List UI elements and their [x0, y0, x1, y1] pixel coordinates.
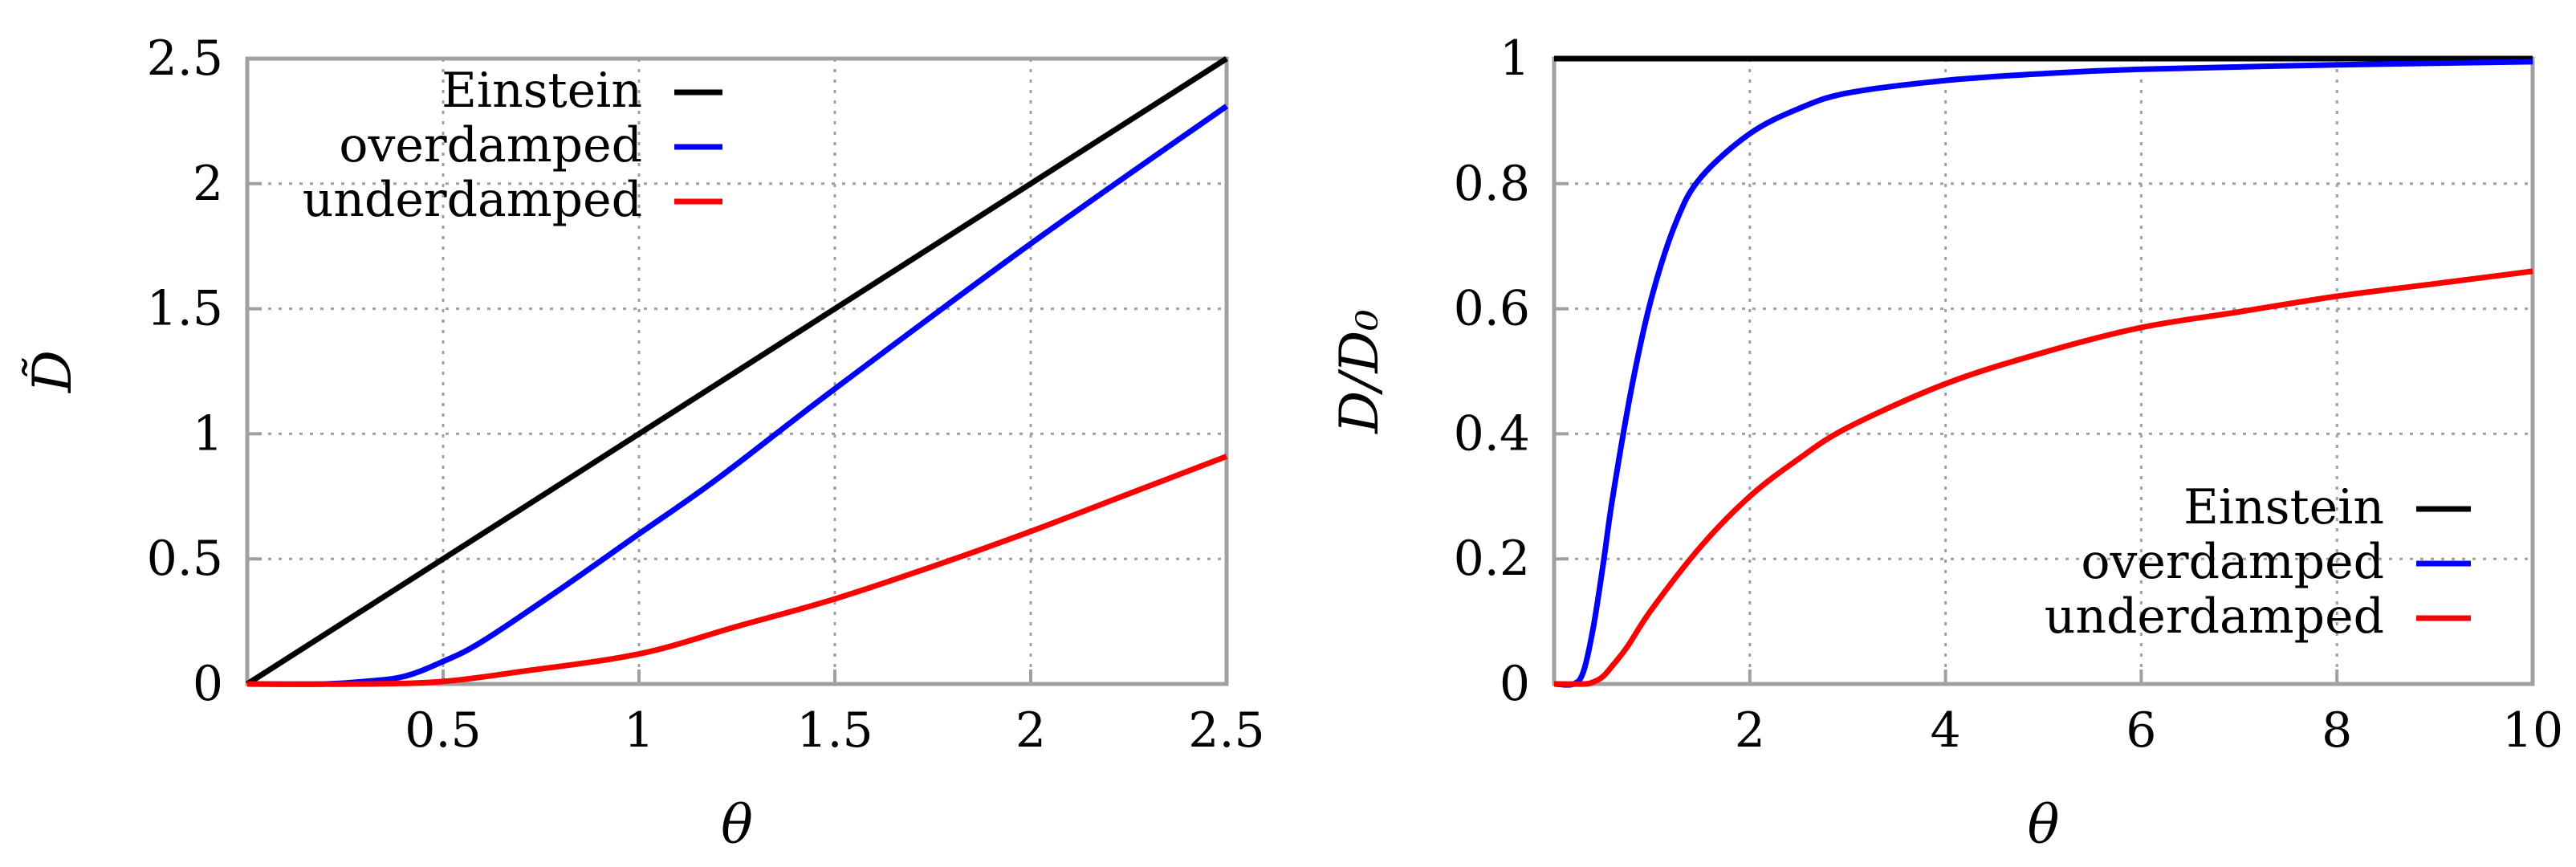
y-tick-label: 1	[193, 405, 223, 462]
y-tick-label: 2.5	[147, 31, 223, 87]
legend-label-Einstein: Einstein	[2183, 479, 2384, 535]
x-axis-title: θ	[721, 794, 753, 856]
x-axis-title: θ	[2028, 794, 2060, 856]
x-tick-label: 10	[2502, 702, 2563, 759]
y-tick-label: 2	[193, 156, 223, 212]
series-line-underdamped	[1553, 268, 2533, 687]
y-tick-label: 0.2	[1454, 531, 1530, 587]
y-tick-label: 0.8	[1454, 156, 1530, 212]
x-tick-label: 6	[2126, 702, 2156, 759]
right-chart-panel: 2 4 6 8 10 0 0.2 0.4 0.6 0.8 1 θ D/D₀ Einsteinoverdam…	[1329, 31, 2563, 856]
y-axis-title: D̃	[22, 350, 83, 393]
legend-label-Einstein: Einstein	[442, 63, 642, 119]
y-tick-label: 1.5	[147, 281, 223, 337]
y-tick-label: 1	[1500, 31, 1530, 87]
left-chart-panel: 0.5 1 1.5 2 2.5 0 0.5 1 1.5 2 2.5 θ D̃ Einsteinoverda…	[22, 31, 1265, 856]
x-tick-label: 2.5	[1188, 702, 1264, 759]
y-tick-label: 0.5	[147, 531, 223, 587]
series-line-overdamped	[246, 104, 1229, 687]
x-tick-label: 8	[2322, 702, 2352, 759]
x-tick-label: 0.5	[405, 702, 481, 759]
y-tick-label: 0.4	[1454, 405, 1530, 462]
y-tick-label: 0.6	[1454, 281, 1530, 337]
legend-label-underdamped: underdamped	[2045, 588, 2384, 645]
series-line-Einstein	[246, 56, 1228, 686]
y-tick-label: 0	[193, 656, 223, 712]
legend-label-overdamped: overdamped	[339, 117, 642, 173]
x-tick-label: 2	[1735, 702, 1765, 759]
y-tick-label: 0	[1500, 656, 1530, 712]
x-tick-label: 4	[1931, 702, 1961, 759]
plot-frame	[1552, 56, 2535, 686]
series-line-underdamped	[246, 454, 1228, 687]
plot-frame	[245, 56, 1229, 686]
x-tick-label: 1	[624, 702, 654, 759]
x-tick-label: 1.5	[796, 702, 873, 759]
legend-label-underdamped: underdamped	[303, 172, 642, 228]
x-tick-label: 2	[1015, 702, 1046, 759]
y-axis-title: D/D₀	[1329, 309, 1390, 434]
series-line-overdamped	[1553, 59, 2533, 688]
legend-label-overdamped: overdamped	[2081, 534, 2384, 590]
